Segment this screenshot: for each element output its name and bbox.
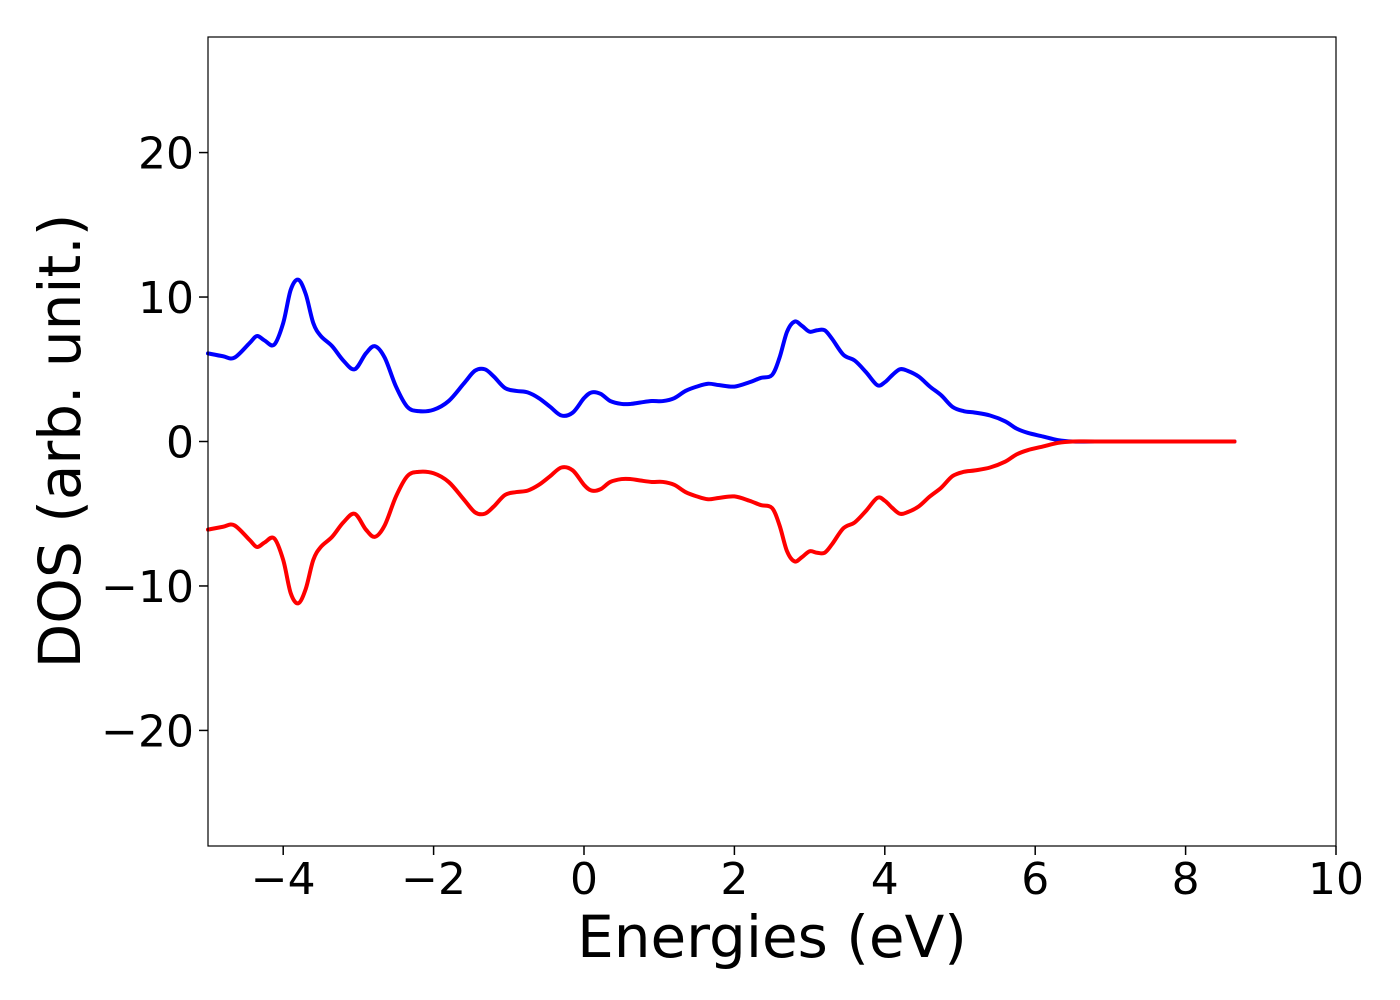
x-tick-label: 2: [720, 854, 748, 905]
y-tick-label: 20: [138, 129, 194, 180]
y-tick-label: −10: [101, 562, 194, 613]
x-tick-label: 10: [1308, 854, 1364, 905]
y-tick-label: 10: [138, 273, 194, 324]
y-tick-label: −20: [101, 706, 194, 757]
series-line-1: [206, 277, 1237, 444]
x-tick-label: 8: [1172, 854, 1200, 905]
y-axis-ticks: −20 −10 0 10 20: [101, 129, 208, 757]
x-tick-label: 4: [871, 854, 899, 905]
y-tick-label: 0: [166, 418, 194, 469]
series-layer: [206, 277, 1237, 606]
x-axis-ticks: −4 −2 0 2 4 6 8 10: [251, 846, 1364, 905]
x-tick-label: −4: [251, 854, 316, 905]
x-tick-label: 0: [570, 854, 598, 905]
x-tick-label: 6: [1021, 854, 1049, 905]
series-line-2: [206, 439, 1237, 606]
x-tick-label: −2: [401, 854, 466, 905]
x-axis-label: Energies (eV): [577, 903, 967, 971]
y-axis-label: DOS (arb. unit.): [26, 214, 94, 669]
